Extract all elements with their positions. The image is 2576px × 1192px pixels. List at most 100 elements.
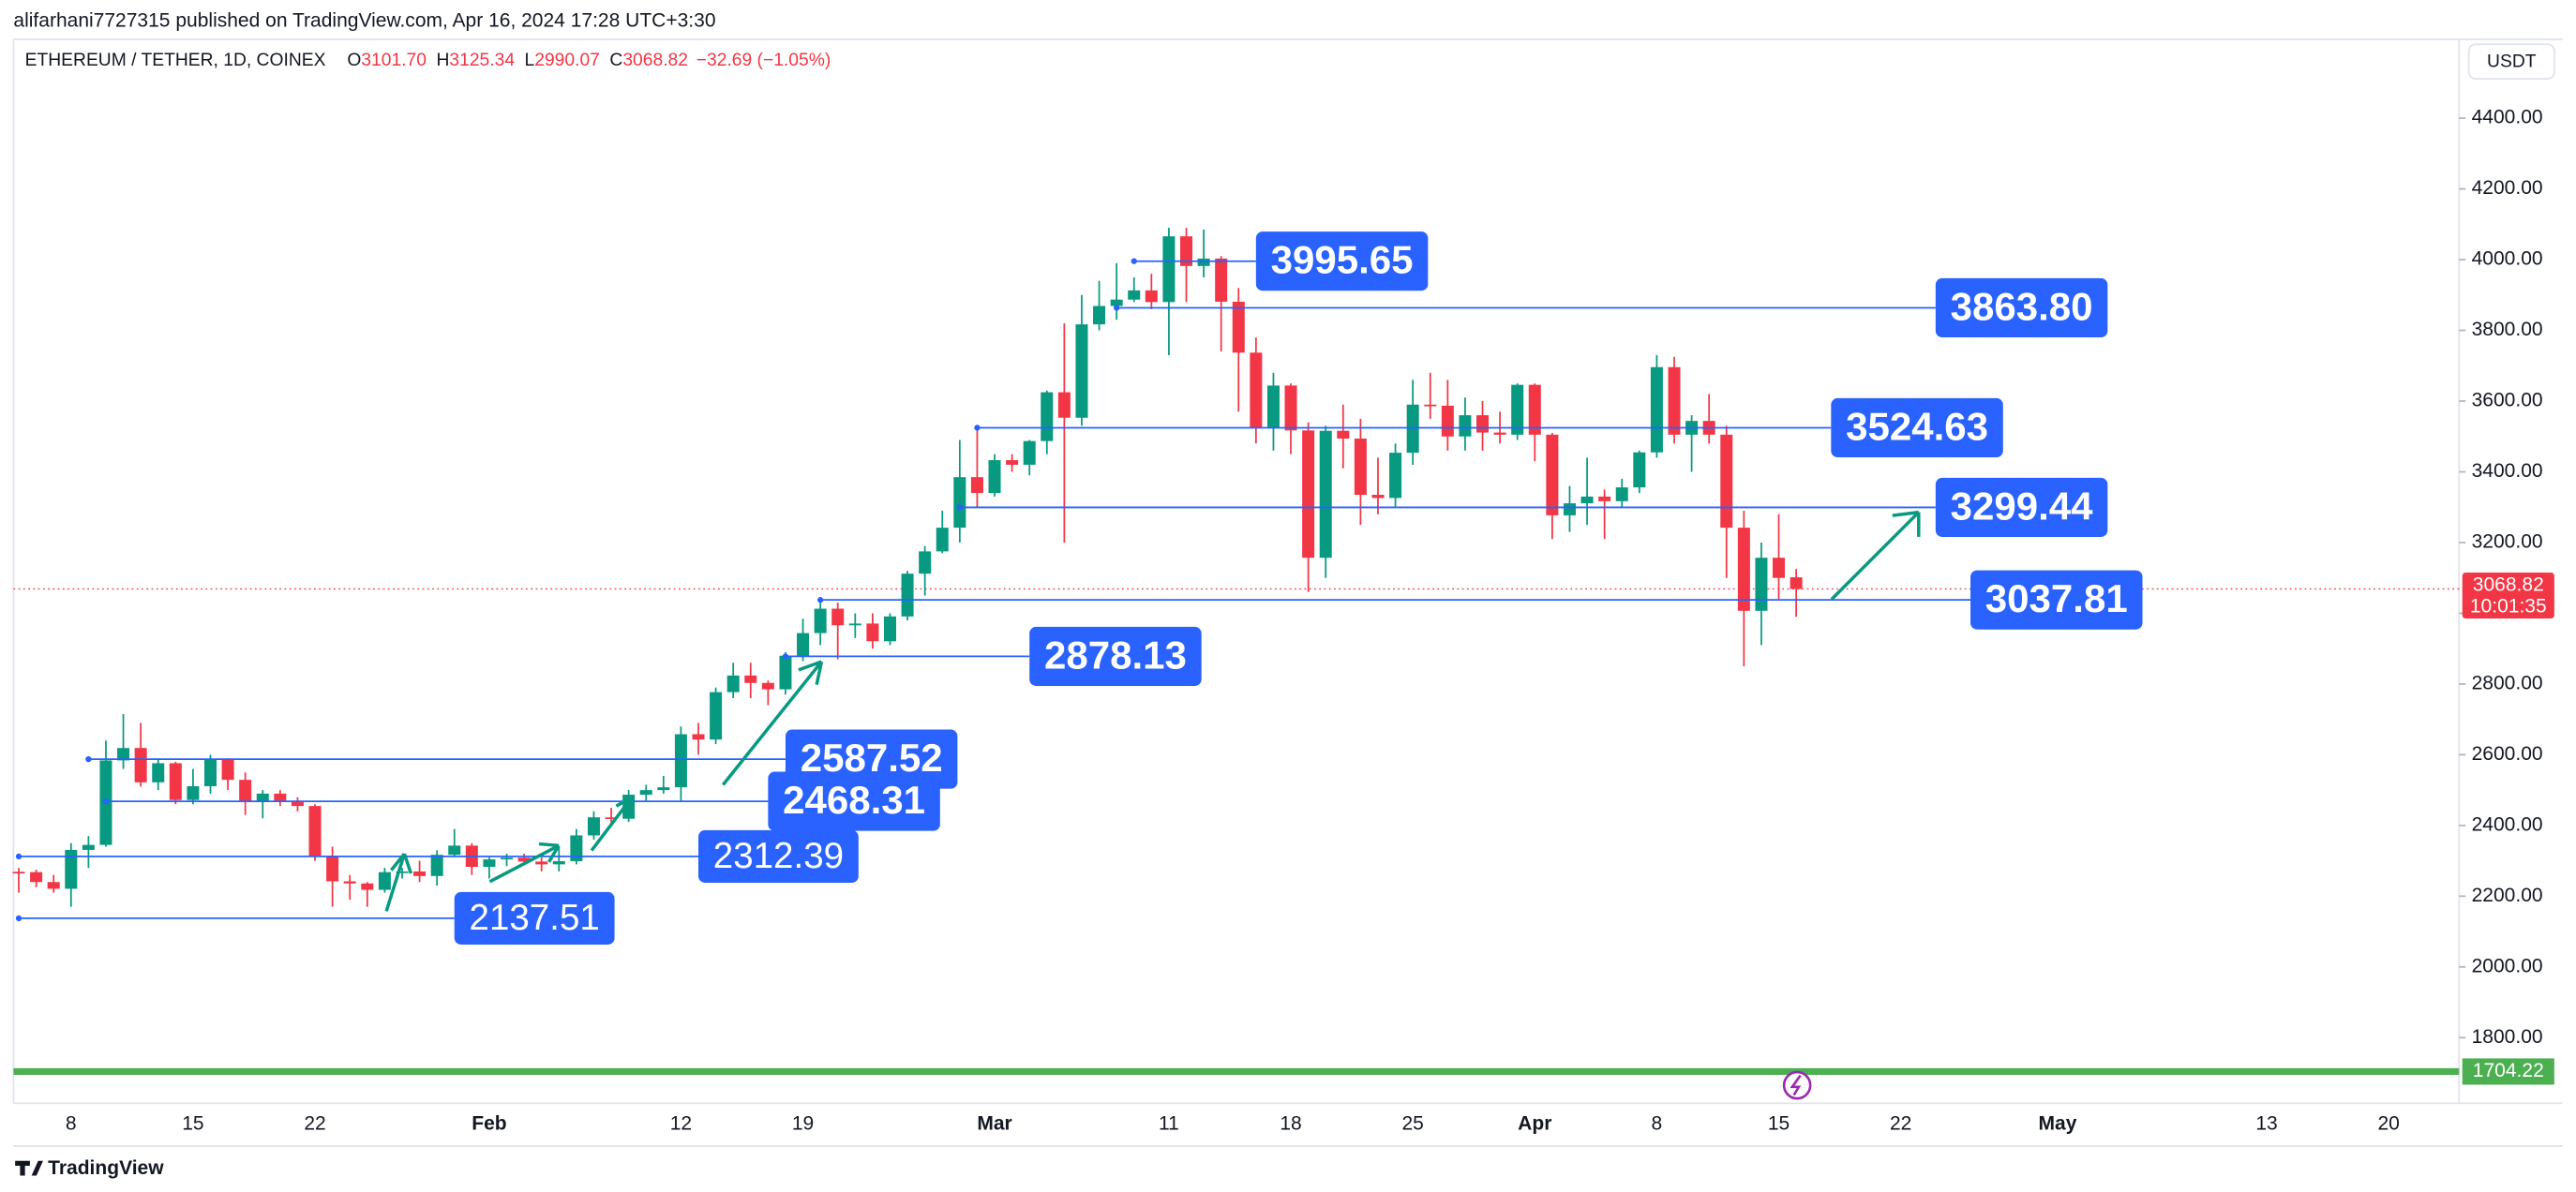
candle-body [883,616,896,642]
candle-body [1424,404,1437,407]
candle-body [1057,392,1071,418]
legend-value: 3125.34 [449,51,515,70]
x-tick-label: 19 [792,1113,814,1135]
x-tick-label: 15 [182,1113,203,1135]
candle-body [134,748,147,782]
x-tick-label: 8 [66,1113,77,1135]
candle-body [692,734,705,740]
candle-body [1441,405,1454,437]
candle-body [1650,366,1663,453]
candle-body [535,861,548,865]
candle-body [1232,301,1245,353]
x-tick-label: 18 [1280,1113,1301,1135]
y-tick-label: 2800.00 [2472,672,2543,693]
candle-body [1459,415,1472,437]
x-tick-label: 12 [670,1113,692,1135]
y-tick-label: 2000.00 [2472,955,2543,976]
arrow [590,795,635,852]
level-label: 2312.39 [713,836,844,876]
x-tick-label: Mar [977,1113,1011,1135]
level-anchor [782,653,789,660]
candle-body [1773,558,1786,578]
x-tick-label: 15 [1768,1113,1790,1135]
level-anchor [85,755,92,763]
candle-body [1790,577,1803,589]
candle-body [343,881,356,884]
candle-body [378,872,391,890]
level-box [1029,626,1202,686]
logo-mark [15,1160,43,1176]
plot-area: 1704.22 3995.65 3863.80 3524.63 3299.44 3037.… [12,228,2554,1085]
level-box [1935,477,2108,537]
candle-body [1720,434,1733,529]
candle-body [1110,299,1123,306]
candle-body [953,477,966,529]
y-tick-label: 3200.00 [2472,531,2543,553]
x-tick-label: 13 [2255,1113,2277,1135]
level-anchor [1113,305,1120,311]
candle-body [1598,496,1611,501]
arrow [384,852,413,912]
y-tick-label: 3400.00 [2472,460,2543,482]
level-box [1935,277,2108,337]
level-label: 3037.81 [1985,576,2128,620]
symbol-title: ETHEREUM / TETHER, 1D, COINEX [25,51,326,70]
candle-body [674,734,687,788]
level-box [768,771,940,831]
last-price-box [2462,572,2554,619]
candle-body [169,763,182,800]
x-tick-label: 22 [1890,1113,1911,1135]
x-tick-label: Feb [472,1113,506,1135]
legend-key: H [436,51,449,70]
level-label: 3299.44 [1951,484,2094,528]
candle-body [1302,430,1315,559]
candle-body [1145,290,1158,303]
level-box [1831,397,2003,457]
support-label: 1704.22 [2473,1060,2544,1081]
support-label-box [2462,1058,2554,1085]
candle-body [1476,415,1490,433]
legend-key: L [525,51,535,70]
x-tick-label: May [2039,1113,2077,1135]
footer-brand: TradingView [48,1157,164,1179]
legend-key: C [609,51,622,70]
candle-body [814,608,827,633]
candle-body [1615,487,1628,501]
x-tick-label: Apr [1518,1113,1551,1135]
candle-body [1371,495,1385,499]
arrow [1830,510,1921,601]
candle-body [1179,236,1193,266]
candle-body [936,528,949,552]
candle-body [1668,366,1681,435]
candle-body [848,623,861,626]
candle-body [82,844,95,850]
level-anchor [816,597,824,603]
level-anchor [15,853,22,860]
level-label: 3863.80 [1951,284,2093,328]
candle-body [831,608,845,626]
candle-body [239,780,252,802]
level-anchor [15,915,22,922]
y-tick-label: 4200.00 [2472,177,2543,199]
level-box [1255,231,1429,291]
candle-body [1406,404,1419,454]
candle-body [47,882,60,889]
legend-key: O [347,51,361,70]
candle-body [430,855,443,876]
legend-change: −32.69 (−1.05%) [696,51,831,70]
x-tick-label: 20 [2377,1113,2399,1135]
candle-body [1006,460,1019,465]
x-tick-label: 25 [1401,1113,1423,1135]
candle-body [1546,434,1559,515]
event-icon[interactable] [1782,1070,1812,1100]
candle-body [1023,440,1036,465]
level-anchor [1131,258,1137,264]
candle-body [1737,528,1750,611]
candle-body [1128,290,1141,300]
level-anchor [956,504,963,511]
candle-body [1093,305,1106,325]
candle-body [1250,352,1263,428]
candle-body [1493,432,1506,435]
currency: USDT [2487,52,2537,72]
